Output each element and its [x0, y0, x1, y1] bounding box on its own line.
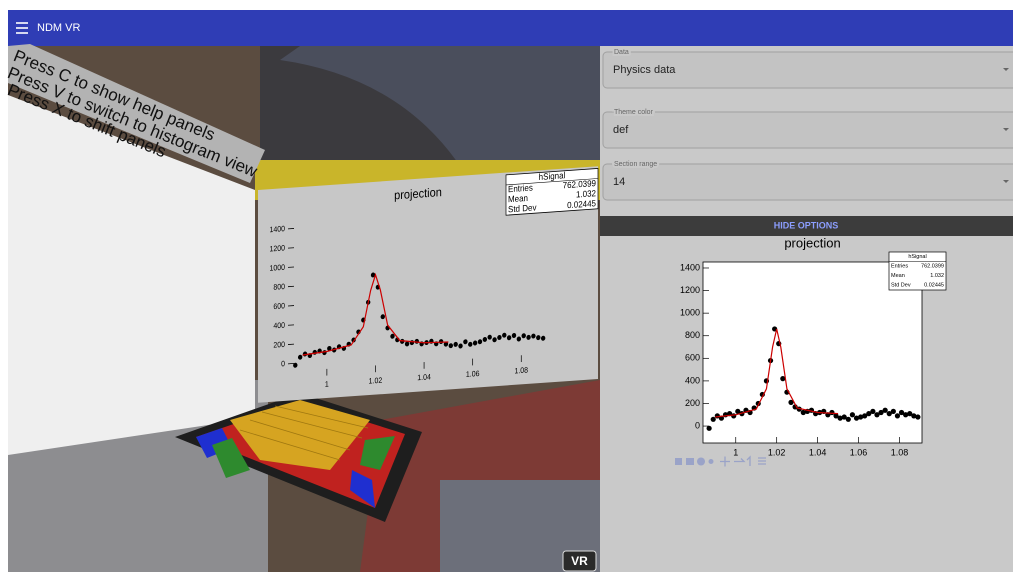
field-value: Physics data: [613, 64, 676, 76]
data-point: [895, 413, 900, 418]
y-tick-label: 1400: [680, 262, 700, 272]
field-label: Theme color: [614, 109, 654, 116]
x-tick-label: 1.08: [514, 365, 528, 375]
y-tick-label: 800: [273, 282, 285, 292]
chart-title: projection: [784, 235, 840, 250]
y-tick-label: 200: [273, 339, 285, 349]
x-tick-label: 1: [733, 447, 738, 457]
stats-label: Mean: [891, 273, 905, 279]
field-value: def: [613, 124, 629, 136]
select-field[interactable]: [603, 112, 1013, 148]
y-tick-label: 400: [685, 375, 700, 385]
x-tick-label: 1: [325, 379, 329, 389]
vr-button-label: VR: [571, 554, 588, 568]
y-tick-label: 1200: [269, 243, 285, 254]
data-point: [829, 410, 834, 415]
y-tick-label: 0: [281, 359, 285, 369]
x-tick-label: 1.06: [850, 447, 868, 457]
stats-value: 0.02445: [924, 283, 944, 289]
app-bar: [8, 10, 1013, 46]
histogram: projection 0 200 400 600 800 1000 1200 1400 1 1.02…: [680, 235, 946, 457]
data-point: [883, 408, 888, 413]
x-tick-label: 1.08: [891, 447, 909, 457]
x-tick-label: 1.06: [466, 369, 480, 379]
data-point: [846, 417, 851, 422]
data-point: [891, 409, 896, 414]
data-point: [870, 409, 875, 414]
stats-label: Std Dev: [891, 283, 911, 289]
y-tick-label: 1200: [680, 285, 700, 295]
stats-value: 1.032: [930, 273, 944, 279]
y-tick-label: 200: [685, 398, 700, 408]
y-tick-label: 1000: [269, 262, 285, 273]
stats-value: 762.0399: [921, 264, 944, 270]
data-point: [731, 413, 736, 418]
data-point: [850, 412, 855, 417]
x-tick-label: 1.04: [417, 372, 431, 382]
y-tick-label: 1400: [269, 224, 285, 235]
x-tick-label: 1.02: [369, 375, 383, 385]
y-tick-label: 800: [685, 330, 700, 340]
select-field[interactable]: [603, 164, 1013, 200]
data-point: [711, 417, 716, 422]
stats-value: 0.02445: [567, 198, 596, 211]
x-tick-label: 1.04: [809, 447, 827, 457]
app-title: NDM VR: [37, 22, 80, 34]
page: NDM VR Press C to show help panels Press…: [0, 0, 1013, 572]
stats-label: Std Dev: [508, 202, 537, 215]
y-tick-label: 400: [273, 320, 285, 330]
field-value: 14: [613, 176, 625, 188]
stats-name: hSignal: [539, 170, 566, 182]
stats-label: Entries: [891, 264, 908, 270]
field-label: Section range: [614, 161, 657, 168]
vr-scene[interactable]: Press C to show help panels Press V to s…: [5, 44, 600, 572]
hide-options-label: HIDE OPTIONS: [774, 220, 839, 230]
stats-name: hSignal: [908, 254, 926, 260]
field-label: Data: [614, 49, 629, 56]
y-tick-label: 600: [273, 301, 285, 311]
y-tick-label: 0: [695, 420, 700, 430]
y-tick-label: 1000: [680, 308, 700, 318]
data-point: [707, 426, 712, 431]
data-point: [915, 414, 920, 419]
y-tick-label: 600: [685, 353, 700, 363]
x-tick-label: 1.02: [768, 447, 786, 457]
